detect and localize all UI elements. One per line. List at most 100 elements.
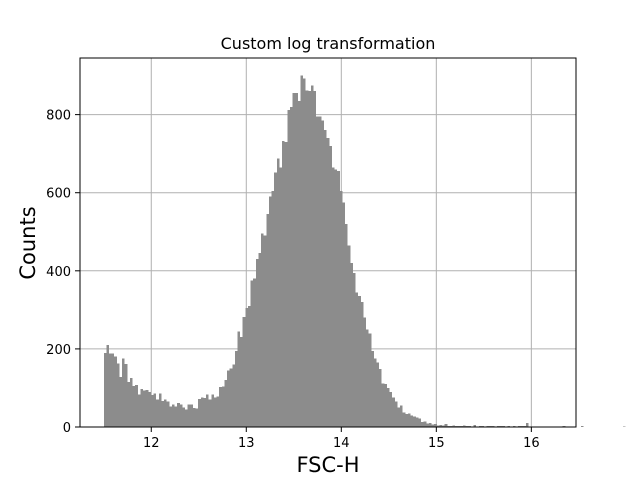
histogram-bar [436,425,440,427]
histogram-bar [145,389,149,427]
histogram-bar [240,337,243,427]
histogram-bar [143,390,146,427]
histogram-bar [337,171,340,427]
histogram-bar [428,423,432,427]
histogram-bar [465,425,469,427]
histogram-bar [373,358,377,427]
histogram-bar [140,389,144,427]
histogram-bar [129,378,133,427]
histogram-bar [284,141,288,427]
histogram-bar [300,75,304,428]
histogram-bar [447,425,450,427]
histogram-bar [397,407,401,427]
histogram-bar [232,364,235,427]
histogram-bar [334,169,338,428]
histogram-bar [360,302,364,427]
histogram-bar [185,409,188,427]
histogram-bar [331,167,335,428]
histogram-bar [221,386,225,427]
histogram-bar [279,167,283,428]
histogram-bar [247,305,251,427]
histogram-bar [295,93,298,428]
x-tick-label: 12 [143,436,160,451]
histogram-bar [463,425,466,427]
histogram-bar [407,413,411,427]
histogram-bar [368,333,372,427]
histogram-bar [164,399,167,427]
histogram-bar [224,380,228,427]
histogram-bar [153,393,157,427]
histogram-bar [402,412,406,427]
histogram-bar [316,116,319,428]
histogram-bar [297,100,301,427]
histogram-bar [179,404,183,427]
histogram-bar [410,415,414,427]
histogram-bar [473,425,477,427]
histogram-bar [400,405,403,427]
histogram-bar [413,416,416,427]
histogram-bar [103,352,107,427]
histogram-bar [208,399,212,427]
histogram-bar [177,402,180,427]
y-tick-label: 800 [46,109,71,124]
histogram-bar [339,190,343,427]
histogram-bar [124,364,128,427]
histogram-bar [324,130,327,427]
histogram-bar [237,331,241,427]
histogram-bar [434,423,437,427]
histogram-bar [499,425,503,427]
histogram-bar [276,158,280,427]
histogram-bar [132,386,136,427]
histogram-bar [213,397,217,427]
histogram-bar [426,423,429,427]
histogram-bar [158,393,162,427]
histogram-bar [250,280,254,427]
histogram-bar [271,190,275,427]
histogram-bar [562,425,566,427]
histogram-bar [253,278,256,427]
histogram-bar [203,398,207,427]
histogram-bar [350,263,353,427]
histogram-bar [229,368,233,427]
histogram-bar [114,356,117,427]
histogram-bar [366,329,369,427]
histogram-bar [190,404,193,427]
histogram-bar [182,407,186,427]
histogram-bar [305,90,309,428]
histogram-bar [371,350,374,427]
histogram-bar [326,138,330,428]
histogram-bar [292,93,296,428]
histogram-bar [148,391,151,427]
y-tick-label: 200 [46,343,71,358]
histogram-bar [444,423,448,427]
histogram-bars [103,75,626,428]
histogram-bar [342,202,346,427]
histogram-bar [384,384,387,427]
histogram-bar [321,120,325,427]
histogram-bar [216,396,220,427]
plot-frame [79,57,577,428]
histogram-bar [452,425,456,427]
histogram-bar [455,425,458,427]
histogram-bar [156,399,159,427]
histogram-bar [266,214,269,427]
histogram-bar [287,109,290,427]
histogram-bar [376,362,380,427]
y-axis-label: Counts [16,206,40,279]
histogram-bar [379,369,382,427]
x-axis-label: FSC-H [296,453,359,477]
histogram-bar [268,196,272,427]
histogram-bar [206,394,209,427]
histogram-bar [282,141,285,427]
histogram-bar [187,404,191,427]
axis-ticks: 12 13 14 15 16 0 200 400 600 800 [46,109,539,451]
histogram-bar [439,425,443,427]
histogram-bar [122,358,125,427]
histogram-bar [116,363,120,427]
histogram-bar [363,317,367,427]
histogram-bar [166,401,170,427]
histogram-bar [303,78,306,427]
x-tick-label: 15 [428,436,445,451]
histogram-bar [421,421,424,427]
histogram-bar [234,350,238,427]
